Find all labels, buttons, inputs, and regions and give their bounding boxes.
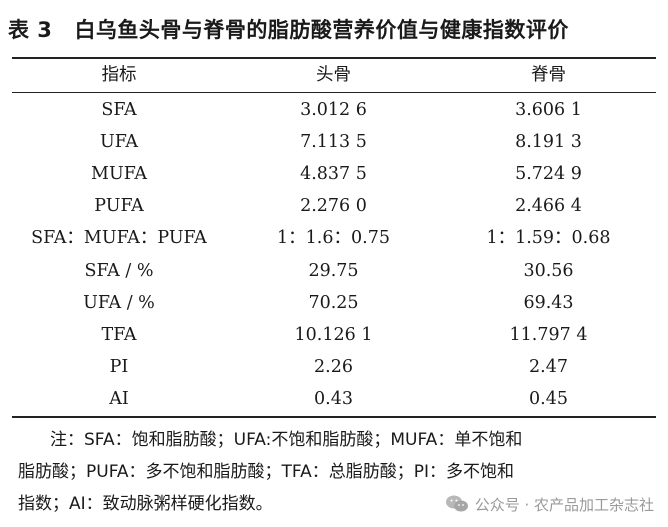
spine-value: 5.724 9: [515, 164, 582, 185]
table-row: MUFA 4.837 5 5.724 9: [12, 158, 656, 190]
watermark-text: 公众号 · 农产品加工杂志社: [474, 495, 654, 514]
row-label: SFA / %: [84, 260, 154, 281]
column-header-spine: 脊骨: [531, 65, 566, 85]
footnote-line: 注：SFA：饱和脂肪酸；UFA:不饱和脂肪酸；MUFA：单不饱和: [50, 430, 523, 450]
footnote-line: 指数；AI：致动脉粥样硬化指数。: [18, 494, 273, 514]
skull-value: 2.276 0: [300, 196, 367, 217]
row-label: PI: [109, 356, 129, 377]
skull-value: 70.25: [308, 292, 359, 313]
row-label: SFA: [101, 100, 137, 121]
header-rule: [12, 92, 656, 93]
table-title: 表 3 白乌鱼头骨与脊骨的脂肪酸营养价值与健康指数评价: [8, 10, 660, 50]
watermark: 公众号 · 农产品加工杂志社: [445, 490, 654, 518]
column-header-indicator: 指标: [101, 65, 137, 85]
skull-value: 4.837 5: [300, 164, 367, 185]
footnote-line: 脂肪酸；PUFA：多不饱和脂肪酸；TFA：总脂肪酸；PI：多不饱和: [18, 462, 515, 482]
spine-value: 2.47: [529, 356, 568, 377]
table-number: 表 3: [8, 18, 53, 42]
spine-value: 1：1.59：0.68: [486, 228, 611, 249]
skull-value: 7.113 5: [300, 132, 367, 153]
row-label: PUFA: [94, 196, 144, 217]
wechat-icon: [445, 494, 469, 514]
spine-value: 69.43: [523, 292, 574, 313]
column-header-skull: 头骨: [316, 65, 351, 85]
table-row: SFA 3.012 6 3.606 1: [12, 92, 656, 126]
skull-value: 1：1.6：0.75: [277, 228, 390, 249]
row-label: SFA：MUFA：PUFA: [31, 228, 207, 249]
spine-value: 0.45: [529, 388, 568, 409]
table-row: SFA：MUFA：PUFA 1：1.6：0.75 1：1.59：0.68: [12, 222, 656, 254]
table-row: UFA 7.113 5 8.191 3: [12, 126, 656, 158]
top-rule: [12, 57, 656, 59]
row-label: AI: [109, 388, 129, 409]
skull-value: 0.43: [314, 388, 353, 409]
table-row: AI 0.43 0.45: [12, 383, 656, 415]
spine-value: 3.606 1: [515, 100, 582, 121]
spine-value: 30.56: [523, 260, 574, 281]
bottom-rule: [12, 416, 656, 418]
spine-value: 11.797 4: [509, 324, 588, 345]
table-row: SFA / % 29.75 30.56: [12, 254, 656, 286]
table-row: PUFA 2.276 0 2.466 4: [12, 190, 656, 222]
skull-value: 10.126 1: [294, 324, 373, 345]
table-row: TFA 10.126 1 11.797 4: [12, 319, 656, 351]
table-row: UFA / % 70.25 69.43: [12, 287, 656, 319]
row-label: UFA / %: [83, 292, 155, 313]
fatty-acid-table: 指标 头骨 脊骨 SFA 3.012 6 3.606 1 UFA 7.113 5…: [12, 59, 656, 415]
table-footnote: 注：SFA：饱和脂肪酸；UFA:不饱和脂肪酸；MUFA：单不饱和 脂肪酸；PUF…: [18, 424, 654, 520]
skull-value: 29.75: [308, 260, 359, 281]
table-header-row: 指标 头骨 脊骨: [12, 59, 656, 92]
skull-value: 3.012 6: [300, 100, 367, 121]
row-label: UFA: [99, 132, 138, 153]
table-row: PI 2.26 2.47: [12, 351, 656, 383]
spine-value: 2.466 4: [515, 196, 582, 217]
row-label: TFA: [101, 324, 137, 345]
table-caption: 白乌鱼头骨与脊骨的脂肪酸营养价值与健康指数评价: [74, 18, 569, 42]
spine-value: 8.191 3: [515, 132, 582, 153]
skull-value: 2.26: [314, 356, 353, 377]
row-label: MUFA: [91, 164, 147, 185]
